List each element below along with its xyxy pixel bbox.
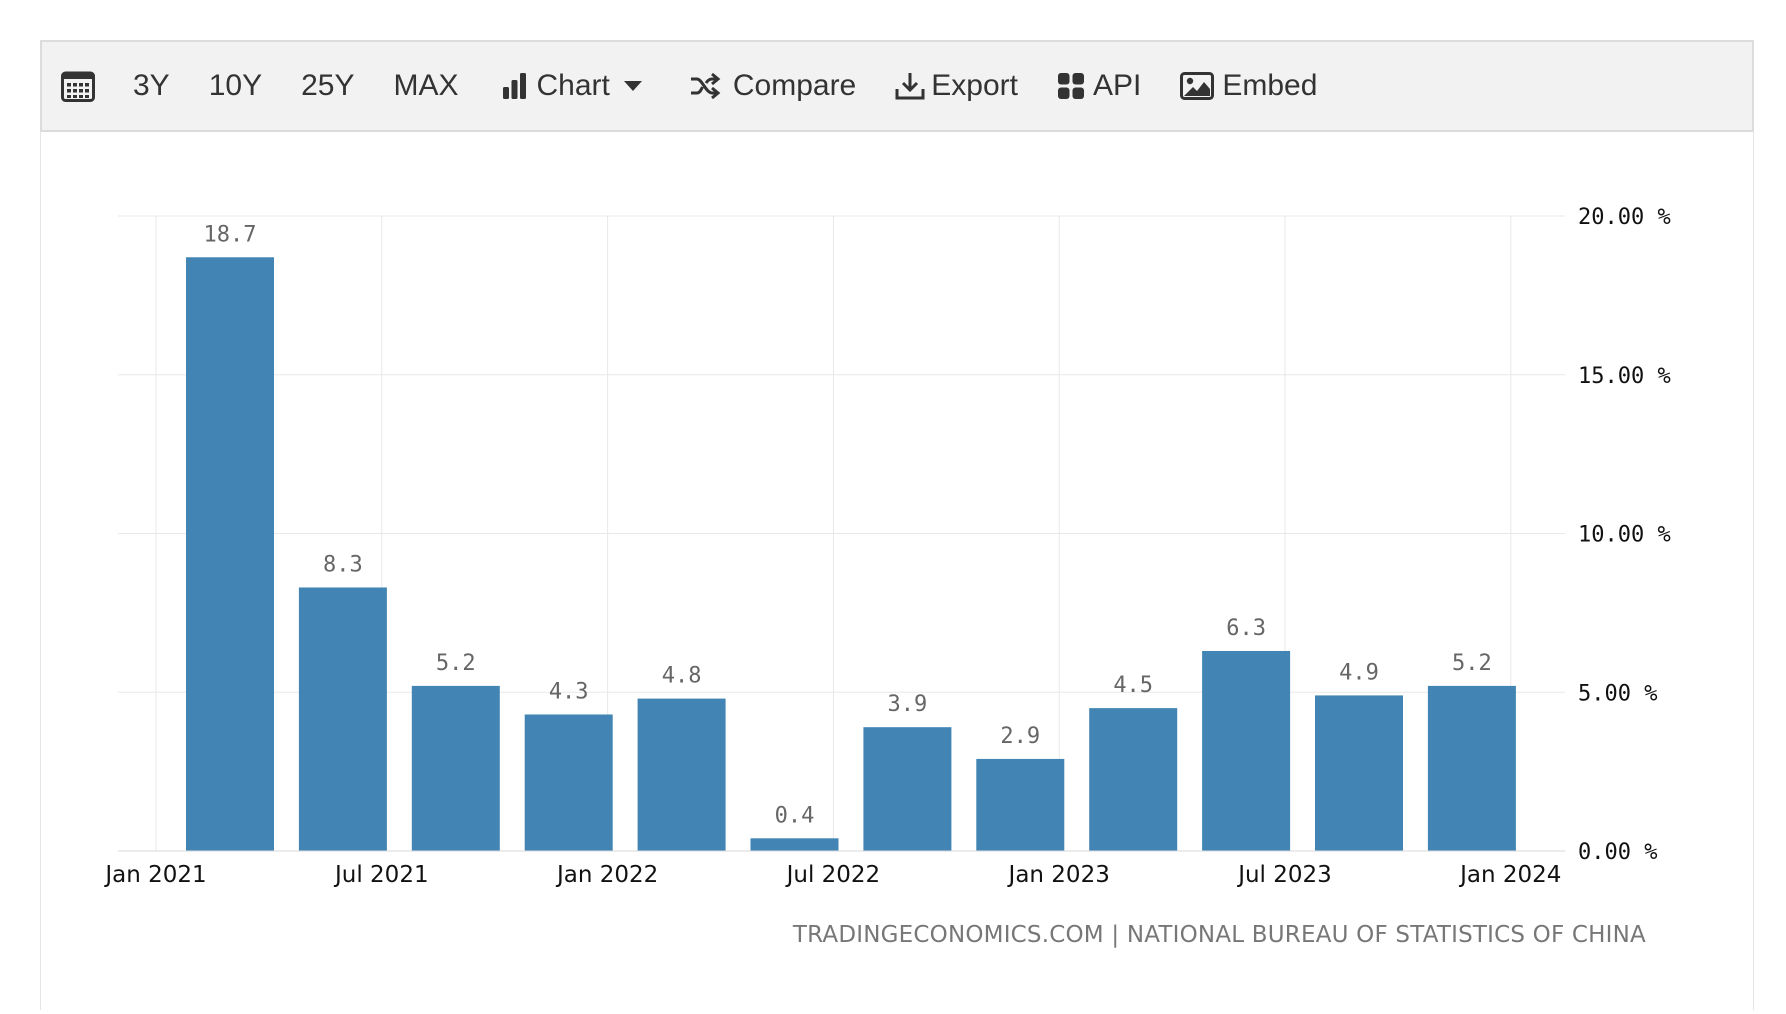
bar <box>186 257 274 851</box>
data-label: 0.4 <box>775 803 815 828</box>
data-label: 2.9 <box>1000 724 1040 749</box>
x-tick-label: Jan 2024 <box>1458 862 1561 888</box>
embed-button[interactable]: Embed <box>1180 69 1317 103</box>
x-tick-label: Jan 2022 <box>555 862 658 888</box>
range-max-button[interactable]: MAX <box>393 69 459 102</box>
data-label: 6.3 <box>1226 616 1266 641</box>
bar <box>298 587 387 851</box>
bar <box>637 698 726 851</box>
data-label: 4.9 <box>1339 660 1379 685</box>
bar <box>411 685 500 851</box>
export-label: Export <box>931 69 1018 102</box>
range-3y-button[interactable]: 3Y <box>133 69 170 102</box>
download-icon <box>895 71 925 101</box>
bar-chart-icon <box>501 72 529 100</box>
source-credit: TRADINGECONOMICS.COM | NATIONAL BUREAU O… <box>792 922 1646 948</box>
bar <box>1089 708 1178 851</box>
bar <box>1427 685 1516 851</box>
chart-type-label: Chart <box>536 69 610 102</box>
y-tick-label: 0.00 % <box>1578 840 1657 865</box>
x-tick-label: Jul 2021 <box>333 862 429 888</box>
chart-type-button[interactable]: Chart <box>501 69 650 103</box>
data-label: 4.5 <box>1113 673 1153 698</box>
y-tick-label: 15.00 % <box>1578 364 1671 389</box>
data-label: 4.8 <box>662 664 702 689</box>
caret-down-icon <box>623 81 642 91</box>
x-tick-label: Jan 2023 <box>1007 862 1110 888</box>
bar <box>524 714 613 851</box>
x-tick-label: Jul 2023 <box>1236 862 1332 888</box>
data-label: 4.3 <box>549 679 589 704</box>
bar <box>1315 695 1403 851</box>
y-tick-label: 5.00 % <box>1578 681 1657 706</box>
api-button[interactable]: API <box>1057 69 1141 103</box>
export-button[interactable]: Export <box>895 69 1018 103</box>
calendar-icon <box>61 70 95 102</box>
shuffle-icon <box>689 72 721 100</box>
y-tick-label: 20.00 % <box>1578 205 1671 230</box>
bar <box>1202 650 1291 851</box>
data-label: 5.2 <box>436 651 476 676</box>
chart-toolbar: 3Y 10Y 25Y MAX Chart Compare <box>40 40 1754 132</box>
data-label: 5.2 <box>1452 651 1492 676</box>
data-label: 18.7 <box>204 222 257 247</box>
compare-button[interactable]: Compare <box>689 69 856 103</box>
grid-icon <box>1057 72 1085 100</box>
image-icon <box>1180 72 1215 100</box>
bar <box>750 838 839 851</box>
embed-label: Embed <box>1222 69 1318 102</box>
data-label: 8.3 <box>323 552 363 577</box>
x-tick-label: Jul 2022 <box>785 862 881 888</box>
compare-label: Compare <box>732 69 857 102</box>
y-tick-label: 10.00 % <box>1578 523 1671 548</box>
api-label: API <box>1092 69 1142 102</box>
data-label: 3.9 <box>888 692 928 717</box>
bar <box>976 758 1065 851</box>
bar <box>863 727 952 851</box>
calendar-button[interactable] <box>61 70 95 102</box>
x-tick-label: Jan 2021 <box>103 862 206 888</box>
range-25y-button[interactable]: 25Y <box>301 69 355 102</box>
range-10y-button[interactable]: 10Y <box>208 69 263 102</box>
